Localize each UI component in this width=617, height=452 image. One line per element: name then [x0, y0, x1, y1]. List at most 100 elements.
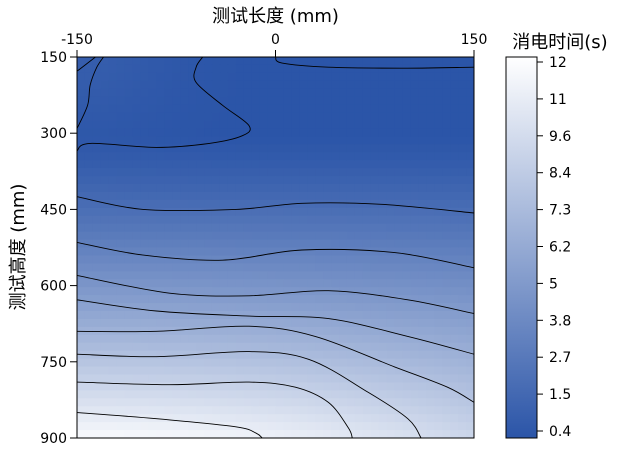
field-cell — [466, 144, 474, 153]
field-cell — [164, 207, 173, 217]
field-cell — [108, 215, 118, 225]
field-cell — [323, 199, 332, 209]
field-cell — [196, 64, 205, 74]
field-cell — [378, 96, 388, 106]
field-cell — [124, 374, 134, 384]
field-cell — [394, 207, 404, 217]
field-cell — [291, 287, 300, 296]
field-cell — [299, 350, 308, 360]
field-cell — [339, 311, 348, 320]
field-cell — [267, 295, 277, 304]
field-cell — [402, 104, 412, 114]
field-cell — [132, 239, 142, 249]
field-cell — [100, 199, 110, 209]
field-cell — [307, 199, 316, 209]
field-cell — [219, 223, 229, 233]
field-cell — [378, 342, 388, 352]
field-cell — [275, 295, 285, 304]
field-cell — [394, 318, 404, 328]
field-cell — [362, 199, 372, 209]
field-cell — [275, 414, 285, 423]
field-cell — [418, 247, 427, 257]
field-cell — [466, 96, 474, 106]
field-cell — [315, 191, 324, 201]
field-cell — [323, 144, 332, 153]
field-cell — [196, 303, 205, 312]
field-cell — [434, 311, 443, 320]
field-cell — [108, 104, 118, 114]
field-cell — [227, 80, 237, 90]
field-cell — [140, 263, 150, 272]
field-cell — [402, 430, 412, 438]
field-cell — [267, 88, 277, 98]
field-cell — [275, 326, 285, 336]
field-cell — [108, 136, 118, 145]
field-cell — [331, 231, 340, 241]
field-cell — [466, 271, 474, 280]
field-cell — [267, 255, 277, 264]
field-cell — [315, 287, 324, 296]
field-cell — [354, 414, 364, 423]
field-cell — [450, 176, 459, 185]
field-cell — [394, 199, 404, 209]
field-cell — [116, 295, 126, 304]
field-cell — [156, 311, 165, 320]
field-cell — [259, 168, 269, 177]
field-cell — [124, 168, 134, 177]
field-cell — [108, 398, 118, 407]
field-cell — [164, 112, 173, 122]
field-cell — [219, 342, 229, 352]
field-cell — [442, 255, 451, 264]
field-cell — [188, 334, 197, 344]
field-cell — [92, 80, 102, 90]
field-cell — [394, 414, 404, 423]
field-cell — [116, 231, 126, 241]
field-cell — [243, 104, 253, 114]
field-cell — [315, 366, 324, 376]
field-cell — [299, 199, 308, 209]
field-cell — [148, 112, 157, 122]
field-cell — [339, 136, 348, 145]
field-cell — [219, 207, 229, 217]
field-cell — [331, 207, 340, 217]
field-cell — [466, 318, 474, 328]
field-cell — [267, 207, 277, 217]
field-cell — [84, 414, 94, 423]
field-cell — [100, 374, 110, 384]
field-cell — [410, 271, 420, 280]
field-cell — [108, 88, 118, 98]
field-cell — [307, 112, 316, 122]
field-cell — [410, 326, 420, 336]
field-cell — [124, 207, 134, 217]
field-cell — [354, 184, 364, 193]
field-cell — [148, 128, 157, 137]
field-cell — [283, 104, 292, 114]
field-cell — [426, 414, 435, 423]
field-cell — [362, 152, 372, 161]
field-cell — [307, 374, 316, 384]
field-cell — [450, 430, 459, 438]
field-cell — [410, 88, 420, 98]
field-cell — [156, 295, 165, 304]
field-cell — [299, 104, 308, 114]
field-cell — [100, 152, 110, 161]
field-cell — [418, 255, 427, 264]
colorbar-title: 消电时间(s) — [512, 32, 607, 53]
field-cell — [410, 366, 420, 376]
field-cell — [418, 374, 427, 384]
field-cell — [418, 176, 427, 185]
field-cell — [164, 406, 173, 415]
field-cell — [418, 215, 427, 225]
field-cell — [442, 152, 451, 161]
field-cell — [211, 239, 221, 249]
field-cell — [77, 104, 86, 114]
field-cell — [204, 414, 213, 423]
field-cell — [450, 128, 459, 137]
field-cell — [148, 390, 157, 399]
field-cell — [140, 398, 150, 407]
field-cell — [148, 279, 157, 288]
field-cell — [100, 271, 110, 280]
field-cell — [259, 398, 269, 407]
field-cell — [219, 422, 229, 431]
field-cell — [148, 207, 157, 217]
